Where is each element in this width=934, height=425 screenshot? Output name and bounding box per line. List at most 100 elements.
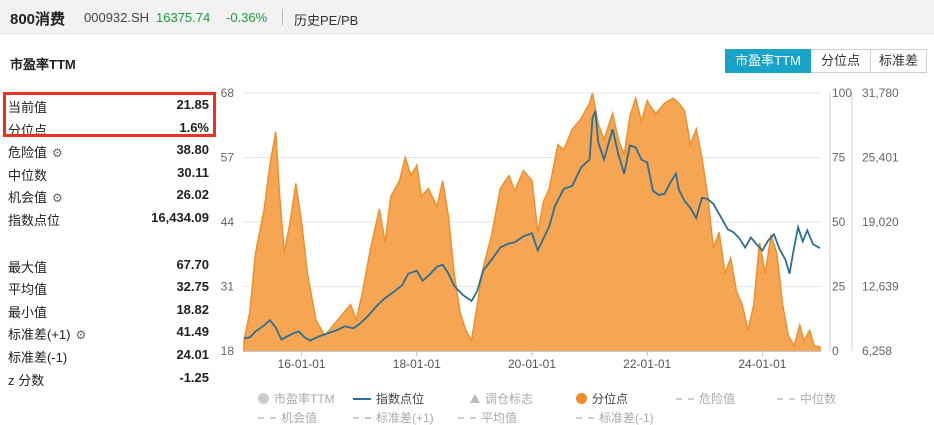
stat-std-minus: 标准差(-1) 24.01 (8, 343, 213, 366)
legend-dash-icon (676, 397, 694, 400)
index-code: 000932.SH (84, 10, 150, 25)
stat-max: 最大值 67.70 (8, 253, 213, 276)
x-tick-label: 22-01-01 (623, 357, 671, 371)
left-tick-label: 57 (221, 151, 235, 165)
legend-item[interactable]: 标准差(+1) (353, 409, 434, 425)
mid-tick-label: 50 (832, 215, 846, 229)
legend-label: 机会值 (281, 411, 318, 425)
stat-min: 最小值 18.82 (8, 298, 213, 321)
right-tick-label: 6,258 (862, 344, 892, 358)
legend-item[interactable]: 标准差(-1) (576, 409, 654, 425)
legend-dash-icon (458, 416, 476, 419)
mid-tick-label: 0 (832, 344, 839, 358)
legend-label: 危险值 (699, 392, 736, 406)
x-tick-label: 20-01-01 (508, 357, 556, 371)
stat-value: 38.80 (176, 142, 209, 158)
breadcrumb[interactable]: 历史PE/PB (294, 13, 359, 28)
legend-dash-icon (258, 416, 276, 419)
stat-value: 21.85 (176, 97, 209, 112)
legend-item[interactable]: 指数点位 (353, 390, 424, 407)
mid-tick-label: 25 (832, 280, 846, 294)
stat-label: 标准差(-1) (8, 349, 68, 365)
legend-dot-icon (258, 393, 269, 404)
legend-label: 平均值 (481, 411, 518, 425)
percentile-area (243, 92, 821, 352)
stat-label-text: 标准差(+1) (8, 327, 71, 343)
stat-opportunity: 机会值 26.02 (8, 183, 213, 206)
stat-value: 26.02 (176, 187, 209, 203)
stat-label-text: 机会值 (8, 190, 48, 206)
right-tick-label: 19,020 (862, 215, 899, 229)
stat-value: 67.70 (176, 256, 209, 272)
pe-chart: 16-01-01 18-01-01 20-01-01 22-01-01 24-01-01… (221, 86, 899, 371)
legend-item[interactable]: 危险值 (676, 390, 735, 407)
index-line (243, 110, 821, 342)
right-tick-label: 31,780 (862, 86, 899, 100)
legend-dash-icon (777, 397, 795, 400)
legend-item[interactable]: 市盈率TTM (258, 390, 335, 407)
highlight-box (3, 92, 216, 137)
stat-std-plus: 标准差(+1) 41.49 (8, 320, 213, 343)
legend-item[interactable]: 机会值 (258, 409, 317, 425)
stat-label: 最小值 (8, 304, 48, 320)
legend-item[interactable]: 中位数 (777, 390, 836, 407)
stat-label: 指数点位 (8, 212, 61, 228)
stat-percentile: 分位点 1.6% (8, 116, 213, 139)
mid-tick-label: 75 (832, 151, 846, 165)
stat-label: 分位点 (8, 122, 48, 138)
stat-label: 平均值 (8, 282, 48, 298)
stat-value: 30.11 (177, 164, 209, 180)
stat-label: 危险值 (8, 142, 63, 161)
x-tick-label: 18-01-01 (393, 357, 441, 371)
x-tick-label: 16-01-01 (278, 357, 326, 371)
legend-label: 市盈率TTM (274, 392, 335, 406)
stat-label: 标准差(+1) (8, 324, 86, 343)
stat-z-score: z 分数 -1.25 (8, 366, 213, 389)
metric-tabs: 市盈率TTM 分位点 标准差 (725, 49, 927, 73)
stat-value: 41.49 (176, 324, 209, 340)
legend-label: 标准差(-1) (599, 411, 654, 425)
stat-current: 当前值 21.85 (8, 93, 213, 116)
legend-label: 分位点 (592, 392, 629, 406)
index-name[interactable]: 800消费 (10, 11, 66, 28)
right-tick-label: 25,401 (862, 151, 899, 165)
header-bar: 800消费 000932.SH 16375.74 -0.36% 历史PE/PB (0, 0, 934, 34)
left-tick-label: 44 (221, 215, 235, 229)
tab-percentile[interactable]: 分位点 (811, 49, 871, 73)
stat-danger: 危险值 38.80 (8, 138, 213, 161)
legend-dash-icon (353, 416, 371, 419)
stat-label: z 分数 (8, 372, 45, 388)
legend-line-icon (353, 397, 371, 400)
legend-dash-icon (576, 416, 594, 419)
stats-panel: 当前值 21.85 分位点 1.6% 危险值 38.80 中位数 30.11 机会值 26… (8, 93, 213, 388)
stat-label: 当前值 (8, 100, 48, 115)
legend-dot-icon (576, 393, 587, 404)
stat-value: 32.75 (176, 279, 209, 295)
stat-value: 18.82 (176, 301, 209, 317)
legend-label: 标准差(+1) (376, 411, 434, 425)
index-change-pct: -0.36% (226, 10, 268, 25)
right-tick-label: 12,639 (862, 280, 899, 294)
stat-label-text: 危险值 (8, 145, 48, 161)
left-tick-label: 68 (221, 86, 235, 100)
left-tick-label: 18 (221, 344, 235, 358)
tab-std-dev[interactable]: 标准差 (871, 49, 927, 73)
header-divider (282, 9, 283, 25)
legend-item[interactable]: 平均值 (458, 409, 517, 425)
stat-label: 机会值 (8, 187, 63, 206)
stat-value: 24.01 (176, 346, 209, 362)
tab-pe-ttm[interactable]: 市盈率TTM (725, 49, 811, 73)
stat-value: 16,434.09 (151, 209, 209, 225)
mid-tick-label: 100 (832, 86, 852, 100)
stat-label: 最大值 (8, 259, 48, 275)
stat-value: 1.6% (179, 119, 209, 135)
legend-triangle-icon (470, 394, 480, 403)
legend-label: 调仓标志 (485, 392, 534, 406)
legend-label: 中位数 (800, 392, 837, 406)
x-tick-label: 24-01-01 (738, 357, 786, 371)
legend-item[interactable]: 分位点 (576, 390, 628, 407)
legend-item[interactable]: 调仓标志 (470, 390, 533, 407)
stat-mean: 平均值 32.75 (8, 275, 213, 298)
stat-index-level: 指数点位 16,434.09 (8, 206, 213, 229)
left-tick-label: 31 (221, 280, 235, 294)
